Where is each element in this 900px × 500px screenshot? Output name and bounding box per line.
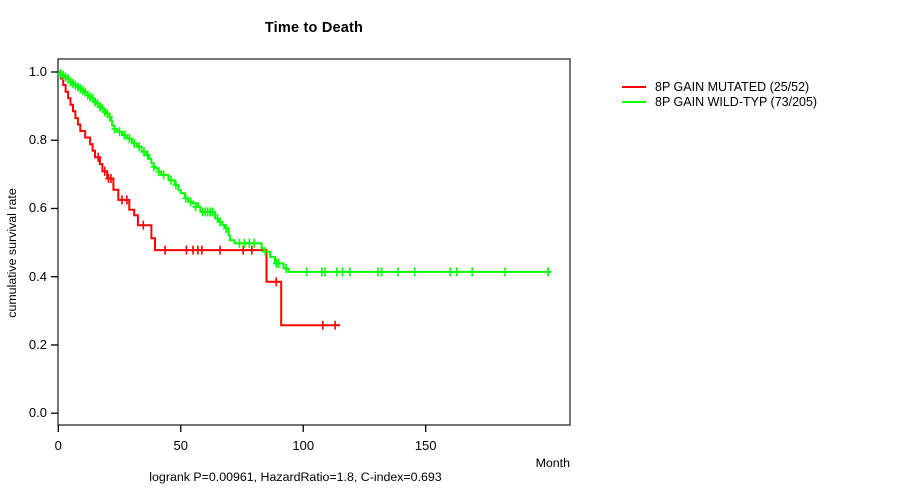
y-tick-label: 1.0 xyxy=(28,64,47,79)
legend-label: 8P GAIN WILD-TYP (73/205) xyxy=(655,94,818,109)
legend-line-swatch-green xyxy=(622,100,646,103)
legend-entry-mutated: 8P GAIN MUTATED (25/52) xyxy=(622,80,817,95)
x-tick-label: 0 xyxy=(54,438,62,453)
x-tick-label: 50 xyxy=(173,438,188,453)
legend: 8P GAIN MUTATED (25/52) 8P GAIN WILD-TYP… xyxy=(622,80,817,109)
plot-border xyxy=(57,58,571,426)
censor-marks-wildtype xyxy=(57,69,552,277)
x-tick-label: 100 xyxy=(292,438,315,453)
y-tick-label: 0.4 xyxy=(28,268,47,284)
y-tick-label: 0.2 xyxy=(28,336,47,352)
x-axis-label: Month xyxy=(535,456,570,470)
y-tick-label: 0.6 xyxy=(28,200,47,216)
legend-entry-wildtype: 8P GAIN WILD-TYP (73/205) xyxy=(622,95,817,110)
survival-curve-wildtype xyxy=(58,71,551,273)
stats-footer: logrank P=0.00961, HazardRatio=1.8, C-in… xyxy=(149,470,442,484)
legend-label: 8P GAIN MUTATED (25/52) xyxy=(655,80,810,95)
censor-marks-mutated xyxy=(95,152,339,330)
chart-title: Time to Death xyxy=(264,20,364,36)
x-tick-label: 150 xyxy=(414,438,437,453)
y-tick-label: 0.8 xyxy=(28,132,47,148)
y-tick-label: 0.0 xyxy=(28,405,47,421)
legend-line-swatch-red xyxy=(622,86,646,89)
